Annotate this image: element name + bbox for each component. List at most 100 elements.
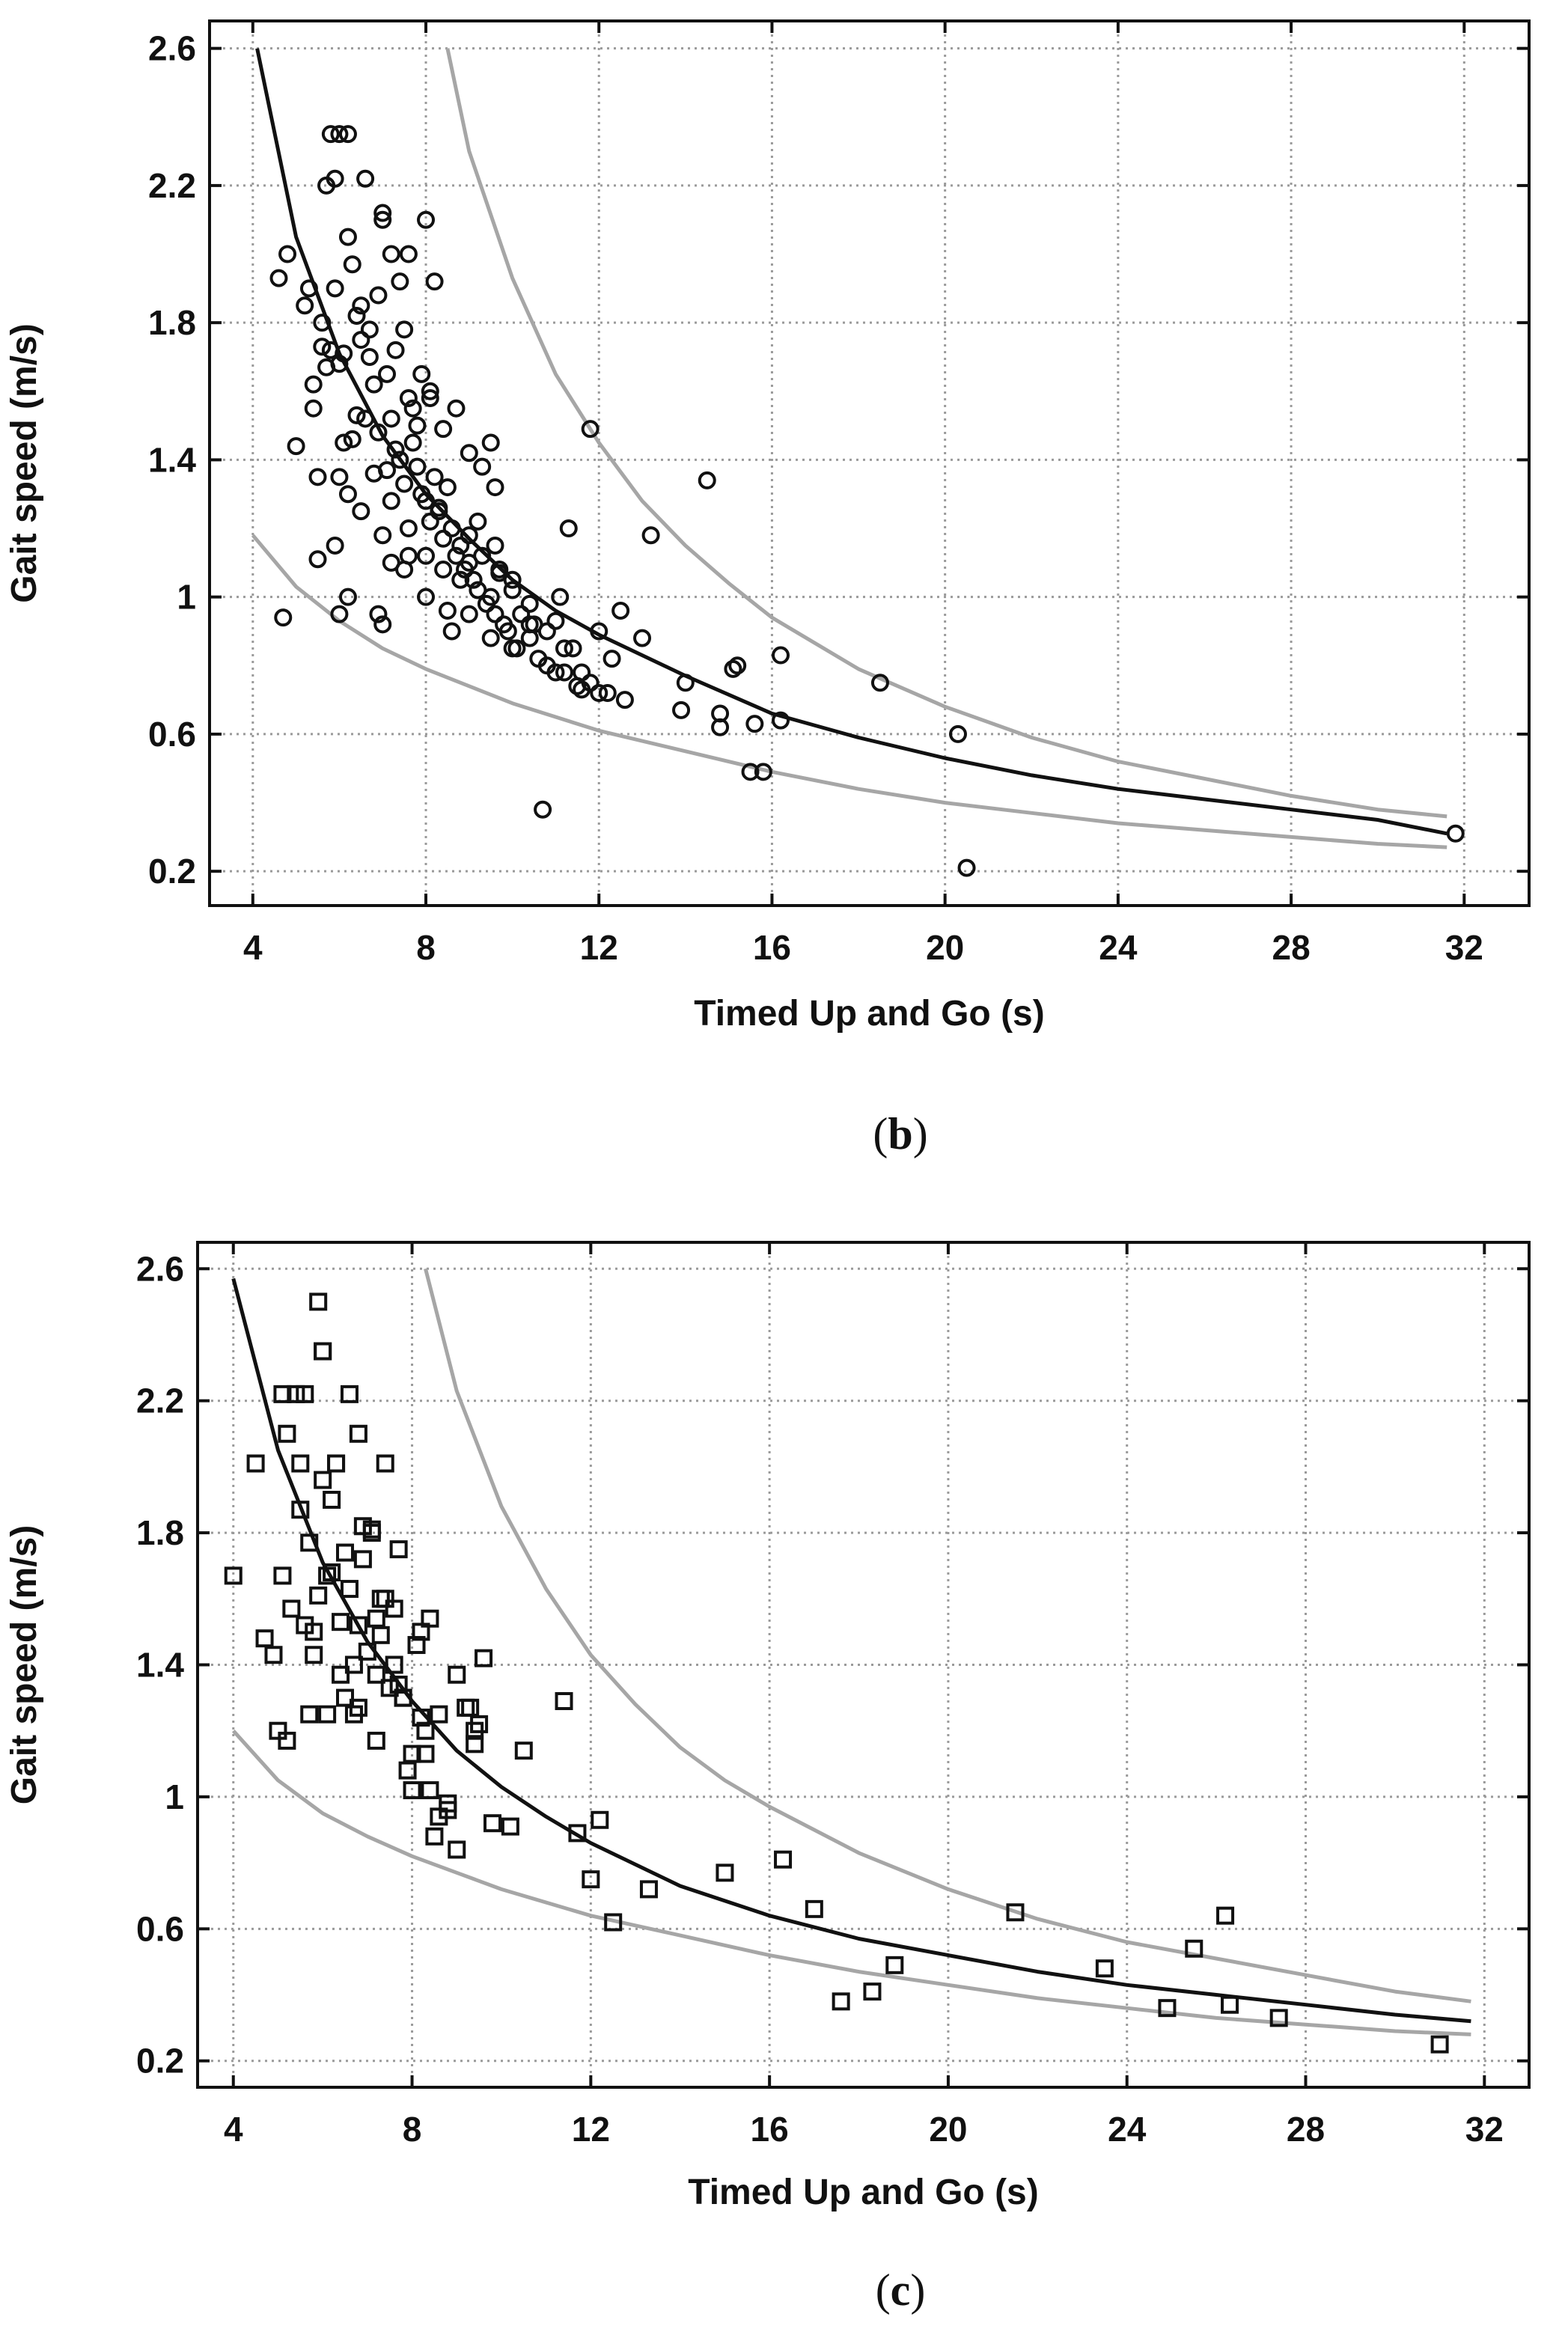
- x-tick-label: 28: [1272, 928, 1310, 967]
- data-point: [321, 125, 340, 144]
- data-point: [349, 1616, 367, 1634]
- data-point: [741, 763, 760, 781]
- x-tick-label: 24: [1108, 2110, 1147, 2149]
- data-point: [417, 546, 436, 565]
- data-point: [633, 629, 652, 647]
- panel-letter: b: [888, 1109, 912, 1159]
- data-point: [466, 1721, 484, 1740]
- data-point: [376, 1590, 394, 1608]
- data-point: [291, 1454, 310, 1473]
- x-tick-labels: 4 8 12 16 20 24 28 32: [243, 928, 1483, 967]
- data-point: [603, 650, 621, 668]
- data-point: [957, 858, 976, 877]
- data-point: [264, 1646, 283, 1664]
- data-point: [278, 1424, 296, 1443]
- data-point: [551, 587, 570, 606]
- data-point: [399, 388, 418, 407]
- data-point: [398, 1761, 417, 1780]
- data-point: [546, 611, 565, 630]
- data-point: [581, 420, 600, 439]
- curve-lower: [251, 534, 1447, 849]
- data-point: [1095, 1959, 1114, 1978]
- data-point: [318, 1566, 337, 1585]
- data-point: [711, 718, 730, 736]
- data-point: [367, 1665, 385, 1684]
- data-point: [1185, 1939, 1204, 1958]
- data-points: [269, 125, 1465, 877]
- data-point: [460, 526, 478, 545]
- data-point: [352, 502, 370, 521]
- data-point: [313, 314, 332, 332]
- data-point: [512, 605, 531, 623]
- data-point: [503, 581, 522, 599]
- series-lines: [231, 1268, 1471, 2036]
- data-point: [382, 245, 400, 263]
- data-point: [486, 605, 504, 623]
- data-point: [399, 519, 418, 538]
- x-axis-title: Timed Up and Go (s): [694, 994, 1044, 1034]
- curve-upper: [445, 48, 1447, 819]
- y-tick-label: 2.2: [136, 1382, 184, 1420]
- data-point: [408, 416, 427, 435]
- x-tick-label: 20: [926, 928, 964, 967]
- data-point: [555, 663, 573, 682]
- data-point: [461, 1698, 480, 1717]
- data-point: [559, 519, 578, 538]
- data-point: [296, 1385, 314, 1403]
- data-point: [382, 492, 400, 510]
- data-point: [403, 433, 422, 452]
- data-point: [373, 204, 392, 222]
- data-point: [434, 420, 453, 439]
- data-point: [300, 1705, 319, 1724]
- data-point: [273, 1385, 292, 1403]
- data-point: [356, 169, 375, 188]
- data-point: [343, 255, 362, 274]
- data-point: [373, 210, 392, 229]
- data-point: [434, 529, 453, 548]
- data-point: [885, 1956, 904, 1974]
- data-point: [305, 1646, 323, 1664]
- data-point: [442, 519, 461, 538]
- data-point: [481, 629, 500, 647]
- y-tick-label: 1.8: [148, 303, 196, 342]
- data-point: [335, 344, 353, 363]
- data-point: [364, 375, 383, 394]
- data-point: [1158, 1999, 1177, 2018]
- data-point: [473, 546, 492, 565]
- x-tick-label: 28: [1287, 2110, 1325, 2149]
- y-tick-labels: 0.2 0.6 1 1.4 1.8 2.2 2.6: [148, 29, 196, 891]
- data-point: [514, 1742, 533, 1760]
- data-point: [358, 1642, 376, 1661]
- data-point: [724, 659, 742, 678]
- data-point: [582, 1870, 600, 1889]
- y-tick-label: 0.2: [148, 852, 196, 891]
- data-point: [451, 570, 470, 589]
- data-point: [591, 1810, 609, 1829]
- data-point: [224, 1566, 242, 1585]
- data-point: [555, 1692, 573, 1711]
- x-axis-title: Timed Up and Go (s): [688, 2173, 1038, 2212]
- data-point: [377, 364, 396, 383]
- data-point: [330, 468, 349, 486]
- data-point: [498, 622, 517, 641]
- data-point: [639, 1880, 658, 1899]
- grid: [210, 21, 1529, 906]
- data-point: [326, 279, 344, 298]
- data-point: [408, 457, 427, 476]
- data-point: [520, 615, 539, 634]
- x-tick-labels: 4 8 12 16 20 24 28 32: [224, 2110, 1504, 2149]
- x-tick-label: 20: [929, 2110, 967, 2149]
- data-point: [395, 474, 414, 493]
- data-point: [394, 1688, 412, 1707]
- data-point: [353, 1550, 372, 1569]
- y-axis-title: Gait speed (m/s): [4, 323, 44, 602]
- x-tick-label: 32: [1465, 2110, 1504, 2149]
- y-tick-label: 1.8: [136, 1513, 184, 1552]
- data-point: [349, 1424, 367, 1443]
- y-tick-label: 0.6: [136, 1909, 184, 1948]
- data-point: [291, 1501, 310, 1519]
- data-point: [246, 1454, 265, 1473]
- data-point: [338, 125, 357, 144]
- data-point: [568, 1824, 587, 1843]
- y-tick-labels: 0.2 0.6 1 1.4 1.8 2.2 2.6: [136, 1249, 184, 2080]
